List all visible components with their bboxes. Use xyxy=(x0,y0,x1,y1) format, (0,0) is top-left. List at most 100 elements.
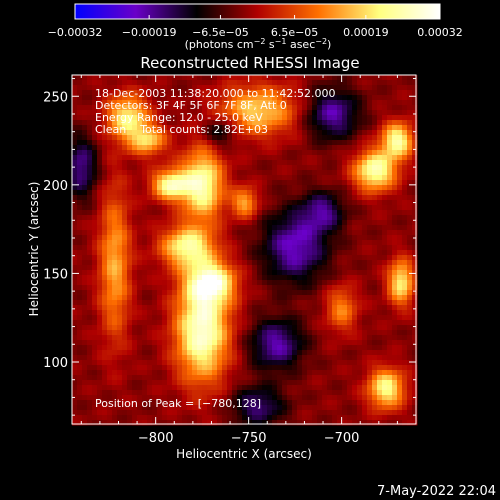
heatmap-cell xyxy=(127,285,133,291)
heatmap-cell xyxy=(237,410,243,416)
heatmap-cell xyxy=(302,95,308,101)
heatmap-cell xyxy=(117,220,123,226)
heatmap-cell xyxy=(112,165,118,171)
heatmap-cell xyxy=(342,95,348,101)
heatmap-cell xyxy=(407,410,413,416)
heatmap-cell xyxy=(322,390,328,396)
heatmap-cell xyxy=(252,80,258,86)
heatmap-cell xyxy=(92,310,98,316)
heatmap-cell xyxy=(387,85,393,91)
heatmap-cell xyxy=(297,345,303,351)
heatmap-cell xyxy=(137,205,143,211)
heatmap-cell xyxy=(252,85,258,91)
heatmap-cell xyxy=(142,310,148,316)
heatmap-cell xyxy=(277,285,283,291)
heatmap-cell xyxy=(367,115,373,121)
heatmap-cell xyxy=(387,100,393,106)
heatmap-cell xyxy=(87,135,93,141)
heatmap-cell xyxy=(122,210,128,216)
heatmap-cell xyxy=(412,110,418,116)
heatmap-cell xyxy=(82,280,88,286)
heatmap-cell xyxy=(197,305,203,311)
heatmap-cell xyxy=(127,95,133,101)
heatmap-cell xyxy=(227,90,233,96)
heatmap-cell xyxy=(332,220,338,226)
heatmap-cell xyxy=(262,80,268,86)
heatmap-cell xyxy=(357,95,363,101)
heatmap-cell xyxy=(197,105,203,111)
heatmap-cell xyxy=(372,75,378,81)
heatmap-cell xyxy=(312,310,318,316)
heatmap-cell xyxy=(272,80,278,86)
heatmap-cell xyxy=(122,145,128,151)
heatmap-cell xyxy=(412,290,418,296)
heatmap-cell xyxy=(222,265,228,271)
heatmap-cell xyxy=(242,110,248,116)
heatmap-cell xyxy=(262,220,268,226)
heatmap-cell xyxy=(122,120,128,126)
heatmap-cell xyxy=(342,140,348,146)
heatmap-cell xyxy=(352,400,358,406)
heatmap-cell xyxy=(217,95,223,101)
heatmap-cell xyxy=(97,195,103,201)
heatmap-cell xyxy=(277,175,283,181)
heatmap-cell xyxy=(232,345,238,351)
heatmap-cell xyxy=(87,95,93,101)
heatmap-cell xyxy=(202,400,208,406)
heatmap-cell xyxy=(332,175,338,181)
heatmap-cell xyxy=(287,165,293,171)
heatmap-cell xyxy=(282,355,288,361)
heatmap-cell xyxy=(87,80,93,86)
heatmap-cell xyxy=(242,420,248,426)
heatmap-cell xyxy=(232,250,238,256)
heatmap-cell xyxy=(392,245,398,251)
heatmap-cell xyxy=(362,260,368,266)
heatmap-cell xyxy=(232,355,238,361)
heatmap-cell xyxy=(152,175,158,181)
heatmap-cell xyxy=(357,185,363,191)
heatmap-cell xyxy=(122,390,128,396)
heatmap-cell xyxy=(112,75,118,81)
heatmap-cell xyxy=(122,410,128,416)
heatmap-cell xyxy=(362,235,368,241)
heatmap-cell xyxy=(382,350,388,356)
heatmap-cell xyxy=(317,100,323,106)
heatmap-cell xyxy=(122,240,128,246)
heatmap-cell xyxy=(197,215,203,221)
heatmap-cell xyxy=(282,340,288,346)
heatmap-cell xyxy=(307,85,313,91)
heatmap-cell xyxy=(182,300,188,306)
heatmap-cell xyxy=(202,105,208,111)
heatmap-cell xyxy=(342,350,348,356)
heatmap-cell xyxy=(367,85,373,91)
heatmap-cell xyxy=(392,130,398,136)
heatmap-cell xyxy=(332,250,338,256)
heatmap-cell xyxy=(402,275,408,281)
heatmap-cell xyxy=(387,145,393,151)
heatmap-cell xyxy=(367,140,373,146)
heatmap-cell xyxy=(337,80,343,86)
heatmap-cell xyxy=(232,100,238,106)
heatmap-cell xyxy=(152,305,158,311)
heatmap-cell xyxy=(327,180,333,186)
heatmap-cell xyxy=(307,215,313,221)
heatmap-cell xyxy=(242,120,248,126)
heatmap-cell xyxy=(202,85,208,91)
heatmap-cell xyxy=(332,225,338,231)
heatmap-cell xyxy=(252,305,258,311)
heatmap-cell xyxy=(287,80,293,86)
heatmap-cell xyxy=(222,100,228,106)
heatmap-cell xyxy=(322,105,328,111)
heatmap-cell xyxy=(257,410,263,416)
heatmap-cell xyxy=(342,390,348,396)
heatmap-cell xyxy=(302,325,308,331)
heatmap-cell xyxy=(212,170,218,176)
heatmap-cell xyxy=(272,365,278,371)
heatmap-cell xyxy=(212,75,218,81)
heatmap-cell xyxy=(402,305,408,311)
heatmap-cell xyxy=(197,325,203,331)
heatmap-cell xyxy=(212,110,218,116)
heatmap-cell xyxy=(267,85,273,91)
heatmap-cell xyxy=(232,240,238,246)
heatmap-cell xyxy=(202,260,208,266)
